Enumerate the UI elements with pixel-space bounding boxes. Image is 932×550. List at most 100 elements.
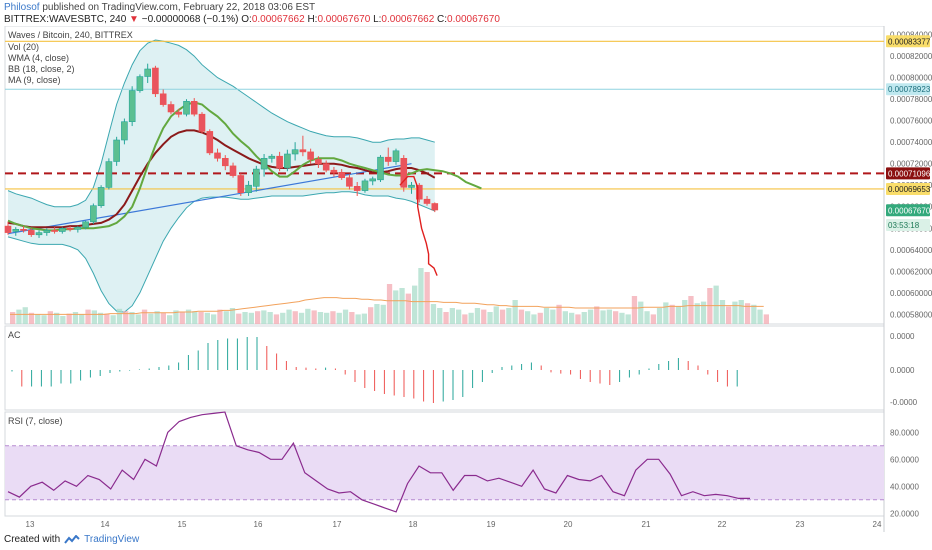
candle-body: [377, 156, 384, 181]
volume-bar: [223, 311, 229, 324]
candle-body: [51, 230, 58, 232]
candle-body: [299, 149, 307, 153]
ma-line: [7, 129, 436, 229]
volume-bar: [154, 311, 160, 324]
volume-bar: [663, 302, 669, 324]
price-tag-label: 0.00078923: [888, 85, 931, 94]
chart-canvas[interactable]: Waves / Bitcoin, 240, BITTREX Vol (20)WMA…: [0, 26, 932, 532]
y-tick-label: 0.00084000: [890, 31, 932, 40]
volume-bar: [330, 311, 336, 324]
volume-bar: [506, 308, 512, 324]
tradingview-brand[interactable]: TradingView: [84, 534, 140, 545]
author-link[interactable]: Philosof: [4, 2, 40, 13]
high-label: H:: [307, 14, 318, 25]
volume-bar: [91, 310, 97, 324]
price-tag: [886, 35, 930, 48]
volume-bar: [79, 314, 85, 324]
candle-body: [284, 153, 291, 169]
volume-bar: [550, 309, 556, 324]
volume-bar: [72, 312, 79, 324]
volume-bar: [28, 312, 35, 324]
volume-bar: [116, 308, 123, 324]
x-tick-label: 16: [254, 520, 263, 529]
volume-bar: [449, 308, 455, 324]
volume-bar: [562, 311, 568, 324]
symbol-header: BITTREX:WAVESBTC, 240 ▼ −0.00000068 (−0.…: [4, 14, 500, 25]
down-arrow-icon: ▼: [129, 14, 139, 25]
volume-bar: [613, 311, 619, 324]
volume-bar: [217, 309, 223, 324]
volume-bar: [518, 309, 525, 324]
volume-bar: [361, 313, 367, 324]
y-tick-label: 0.00062000: [890, 267, 932, 276]
volume-bar: [430, 304, 437, 324]
volume-bar: [462, 314, 468, 324]
price-tag: [886, 167, 930, 180]
candle-body: [315, 159, 322, 164]
volume-bar: [744, 303, 751, 324]
candle-body: [113, 139, 120, 162]
candle-body: [105, 161, 113, 188]
volume-bar: [569, 312, 575, 324]
candle-body: [136, 76, 144, 91]
candle-body: [152, 67, 159, 95]
candle-body: [144, 68, 151, 77]
candle-body: [190, 101, 198, 115]
x-tick-label: 13: [26, 520, 35, 529]
candle-body: [276, 155, 283, 169]
x-tick-label: 19: [487, 520, 496, 529]
volume-bar: [763, 314, 769, 324]
legend-item: Vol (20): [8, 42, 39, 52]
volume-bar: [198, 312, 204, 324]
legend-item: BB (18, close, 2): [8, 64, 75, 74]
price-tag-label: 0.00071096: [888, 169, 931, 178]
volume-bar: [412, 285, 418, 324]
volume-bar: [738, 300, 744, 324]
candle-body: [415, 184, 423, 200]
volume-bar: [512, 300, 518, 324]
volume-bar: [135, 314, 141, 324]
volume-bar: [148, 313, 154, 324]
volume-bar: [405, 293, 411, 324]
candle-body: [245, 184, 252, 193]
candle-body: [392, 150, 400, 162]
volume-bar: [66, 313, 72, 324]
y-tick-label: 0.00078000: [890, 95, 932, 104]
volume-bar: [619, 312, 625, 324]
candle-body: [66, 228, 74, 230]
candle-body: [4, 225, 12, 233]
open-value: 0.00067662: [251, 14, 305, 25]
volume-bar: [123, 311, 129, 324]
volume-bar: [581, 312, 587, 324]
candle-body: [222, 158, 229, 167]
x-tick-label: 21: [642, 520, 651, 529]
footer: Created with TradingView: [4, 534, 139, 545]
volume-bar: [726, 306, 732, 324]
volume-bar: [305, 308, 311, 324]
volume-bar: [700, 301, 707, 324]
volume-bar: [525, 311, 531, 324]
volume-bar: [41, 315, 47, 324]
volume-bar: [204, 312, 210, 324]
volume-bar: [85, 309, 91, 324]
candle-body: [58, 228, 66, 232]
candle-body: [198, 113, 206, 132]
candle-body: [12, 229, 20, 232]
volume-bar: [129, 312, 135, 324]
pane-frame-2: [4, 325, 885, 411]
volume-bar: [255, 311, 261, 324]
volume-bar: [543, 308, 550, 324]
volume-bar: [625, 314, 631, 324]
volume-bar: [694, 303, 700, 324]
candle-body: [431, 203, 439, 211]
open-label: O:: [241, 14, 252, 25]
close-label: C:: [437, 14, 448, 25]
volume-bar: [499, 309, 506, 324]
candle-body: [384, 156, 392, 162]
volume-bar: [587, 309, 594, 324]
rsi-tick-label: 60.0000: [890, 455, 919, 464]
candle-body: [423, 198, 431, 204]
volume-bar: [650, 314, 656, 324]
volume-bar: [60, 316, 66, 324]
x-tick-label: 23: [796, 520, 805, 529]
